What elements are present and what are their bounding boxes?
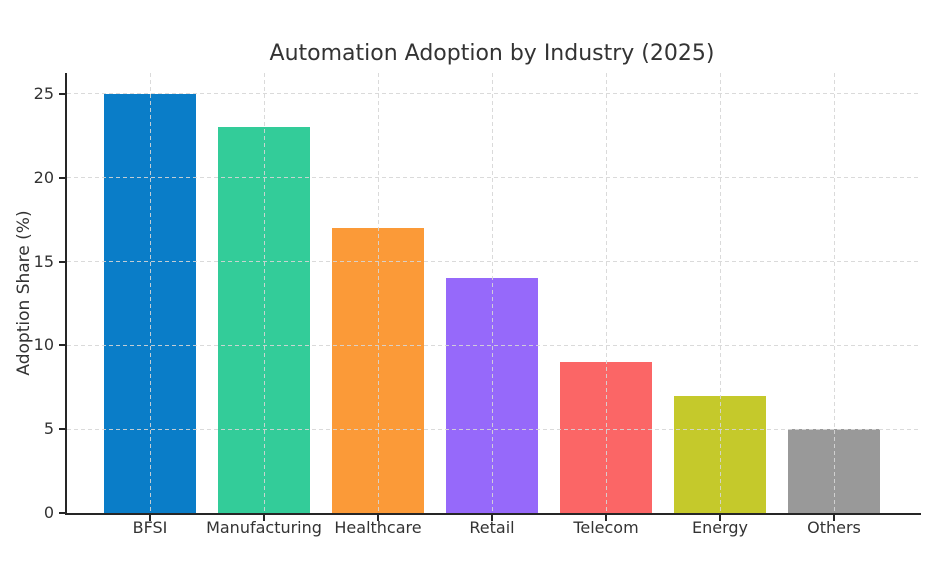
y-tick-label: 20 — [33, 167, 54, 187]
x-tick-label: Telecom — [573, 518, 639, 537]
y-tick-label: 25 — [33, 83, 54, 103]
y-tick-mark — [59, 92, 65, 95]
v-gridline — [378, 73, 379, 513]
y-tick-mark — [59, 428, 65, 431]
y-tick-label: 5 — [43, 419, 54, 439]
x-tick-label: Energy — [691, 518, 748, 537]
y-tick-mark — [59, 512, 65, 514]
y-tick-mark — [59, 344, 65, 347]
v-gridline — [720, 73, 721, 513]
h-gridline — [67, 428, 921, 430]
chart-title: Automation Adoption by Industry (2025) — [269, 41, 715, 66]
h-gridline — [67, 344, 921, 346]
y-tick-label: 0 — [43, 503, 54, 522]
v-gridline — [150, 73, 151, 513]
x-tick-mark — [377, 515, 379, 521]
x-tick-mark — [491, 515, 493, 521]
h-gridline — [67, 93, 921, 95]
y-tick-mark — [59, 260, 65, 263]
x-tick-mark — [605, 515, 607, 521]
x-tick-label: Retail — [469, 518, 515, 537]
plot-area — [65, 73, 921, 515]
x-tick-label: Others — [807, 518, 861, 537]
x-tick-mark — [719, 515, 721, 521]
x-tick-mark — [149, 515, 151, 521]
v-gridline — [834, 73, 835, 513]
y-tick-mark — [59, 176, 65, 179]
x-tick-mark — [263, 515, 265, 521]
v-gridline — [264, 73, 265, 513]
h-gridline — [67, 177, 921, 179]
v-gridline — [606, 73, 607, 513]
h-gridline — [67, 261, 921, 263]
y-tick-label: 15 — [33, 251, 54, 271]
x-tick-label: Manufacturing — [206, 518, 322, 537]
x-tick-mark — [833, 515, 835, 521]
x-tick-label: Healthcare — [334, 518, 422, 537]
x-tick-label: BFSI — [132, 518, 168, 537]
v-gridline — [492, 73, 493, 513]
y-tick-label: 10 — [33, 335, 54, 355]
